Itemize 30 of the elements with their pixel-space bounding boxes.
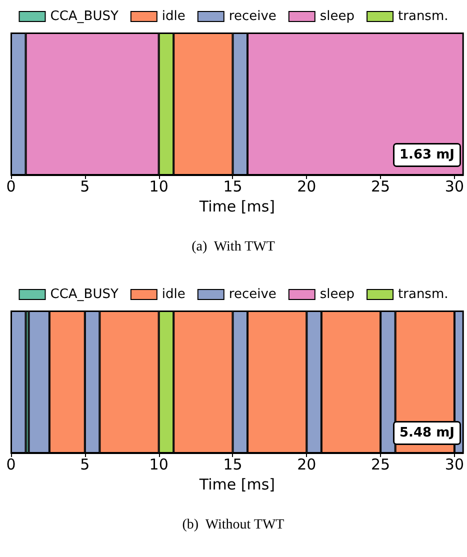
x-tick-label: 30 xyxy=(444,178,464,196)
x-tick-label: 20 xyxy=(297,456,316,474)
x-axis-title: Time [ms] xyxy=(198,198,275,216)
x-axis-title: Time [ms] xyxy=(198,476,275,494)
x-tick-label: 10 xyxy=(149,178,168,196)
legend-label: CCA_BUSY xyxy=(50,9,118,24)
annotation: 1.63 mJ xyxy=(400,148,454,162)
legend-label: transm. xyxy=(398,9,448,24)
text: (a) With TWT xyxy=(192,240,276,254)
x-tick-label: 0 xyxy=(6,456,16,474)
legend-label: transm. xyxy=(398,287,448,302)
x-tick-label: 5 xyxy=(80,178,90,196)
x-tick-label: 0 xyxy=(6,178,16,196)
x-tick-label: 5 xyxy=(80,456,90,474)
x-tick-label: 10 xyxy=(149,456,168,474)
x-tick-label: 30 xyxy=(444,456,464,474)
x-tick-label: 25 xyxy=(371,456,390,474)
legend-label: receive xyxy=(228,9,276,24)
x-tick-label: 15 xyxy=(223,456,242,474)
annotation: 5.48 mJ xyxy=(400,426,454,440)
legend-label: receive xyxy=(228,287,276,302)
legend-label: idle xyxy=(162,9,186,24)
text: (b) Without TWT xyxy=(182,518,285,532)
legend-label: CCA_BUSY xyxy=(50,287,118,302)
legend-label: sleep xyxy=(320,287,355,302)
x-tick-label: 25 xyxy=(371,178,390,196)
x-tick-label: 20 xyxy=(297,178,316,196)
legend-label: idle xyxy=(162,287,186,302)
x-tick-label: 15 xyxy=(223,178,242,196)
legend-label: sleep xyxy=(320,9,355,24)
